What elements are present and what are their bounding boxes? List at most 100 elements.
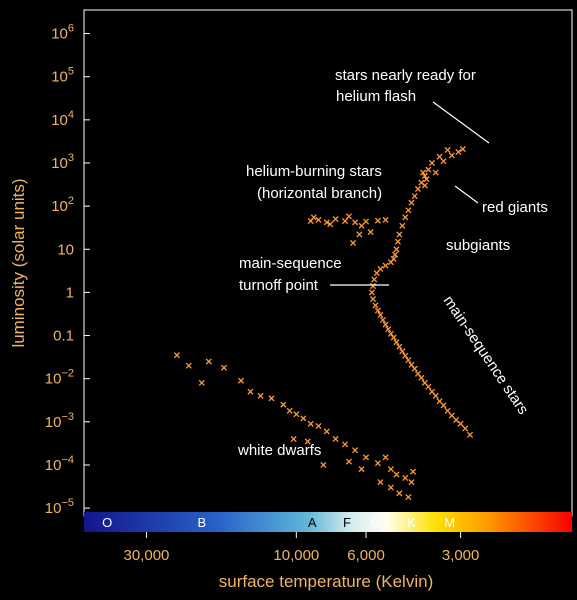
y-axis-title: luminosity (solar units) (9, 178, 28, 347)
star-point (448, 152, 455, 159)
x-axis: 30,000 10,000 6,000 3,000 (124, 532, 480, 564)
star-point (332, 435, 339, 443)
star-point (421, 172, 428, 180)
star-point (421, 182, 428, 189)
annotation-red-giants: red giants (482, 199, 548, 216)
star-point (205, 358, 212, 365)
star-point (428, 159, 436, 167)
star-point (423, 176, 430, 183)
y-tick-label-exp: 6 (68, 23, 74, 35)
x-tick-label: 10,000 (273, 547, 319, 564)
y-tick-label-exp: 5 (68, 66, 74, 78)
spectral-class-label: O (102, 515, 112, 530)
y-tick-label: 10 (57, 241, 74, 258)
star-point (379, 316, 387, 323)
star-point (257, 392, 264, 399)
star-point (408, 199, 415, 206)
star-points (173, 146, 474, 501)
star-point (374, 307, 381, 314)
star-point (402, 214, 409, 221)
star-point (428, 388, 436, 395)
y-tick-label: 106 (51, 23, 74, 43)
star-point (352, 447, 359, 454)
star-point (394, 238, 401, 245)
star-point (345, 458, 353, 465)
y-tick-label: 10−2 (45, 368, 74, 388)
y-tick-label-base: 10 (51, 198, 68, 215)
spectral-class-bar (84, 512, 572, 532)
star-point (198, 379, 205, 386)
star-point (286, 407, 293, 414)
star-point (387, 466, 394, 473)
y-tick-label: 102 (51, 195, 74, 215)
star-point (396, 343, 403, 350)
star-point (332, 216, 339, 223)
star-point (185, 362, 192, 369)
star-point (421, 379, 428, 386)
star-point (362, 218, 370, 225)
star-point (444, 407, 451, 414)
star-point (411, 193, 418, 200)
star-point (440, 158, 447, 165)
star-point (382, 262, 389, 269)
star-point (466, 431, 474, 438)
star-point (377, 265, 384, 272)
star-point (399, 348, 406, 355)
star-point (402, 474, 409, 482)
y-tick-label-exp: 2 (68, 195, 74, 207)
star-point (315, 216, 322, 223)
star-point (377, 311, 384, 319)
star-point (293, 411, 300, 418)
star-point (408, 361, 415, 368)
star-point (405, 207, 412, 214)
star-point (382, 321, 389, 328)
star-point (459, 146, 466, 153)
star-point (402, 352, 409, 359)
star-point (408, 479, 415, 486)
annotation-turnoff-line2: turnoff point (239, 277, 319, 294)
star-point (444, 146, 451, 154)
star-point (290, 435, 297, 443)
y-tick-label-base: 10 (45, 371, 62, 388)
star-point (455, 148, 462, 156)
star-point (352, 219, 359, 226)
y-tick-label-base: 10 (51, 69, 68, 86)
star-point (453, 416, 460, 424)
star-point (341, 218, 349, 225)
y-tick-label-base: 0.1 (53, 328, 74, 345)
star-point (358, 466, 365, 473)
spectral-class-label: K (407, 515, 416, 530)
star-point (420, 169, 427, 176)
star-point (382, 216, 389, 223)
star-point (392, 251, 399, 258)
annotation-hb-line2: (horizontal branch) (257, 185, 382, 202)
star-point (371, 276, 378, 283)
star-point (320, 461, 327, 469)
leader-flash (432, 101, 490, 144)
star-point (405, 494, 412, 501)
star-point (393, 471, 400, 478)
y-tick-label-base: 1 (66, 284, 74, 301)
y-tick-label-base: 10 (51, 112, 68, 129)
star-point (247, 388, 254, 395)
star-point (396, 231, 403, 238)
y-tick-label-exp: −5 (61, 497, 74, 509)
leader-red-giants (454, 185, 479, 204)
spectral-class-label: F (343, 515, 351, 530)
y-tick-label-base: 10 (45, 457, 62, 474)
star-point (315, 422, 322, 430)
star-point (304, 438, 311, 445)
star-point (414, 185, 422, 193)
annotation-flash-line1: stars nearly ready for (335, 67, 476, 84)
star-point (307, 420, 314, 427)
star-point (387, 330, 394, 337)
annotation-turnoff-line1: main-sequence (239, 255, 342, 272)
annotation-main-sequence: main-sequence stars (440, 293, 532, 418)
star-point (345, 213, 353, 220)
annotation-hb-line1: helium-burning stars (246, 163, 382, 180)
x-tick-label: 3,000 (442, 547, 480, 564)
spectral-class-label: B (197, 515, 206, 530)
star-point (323, 219, 330, 226)
star-point (349, 239, 357, 247)
